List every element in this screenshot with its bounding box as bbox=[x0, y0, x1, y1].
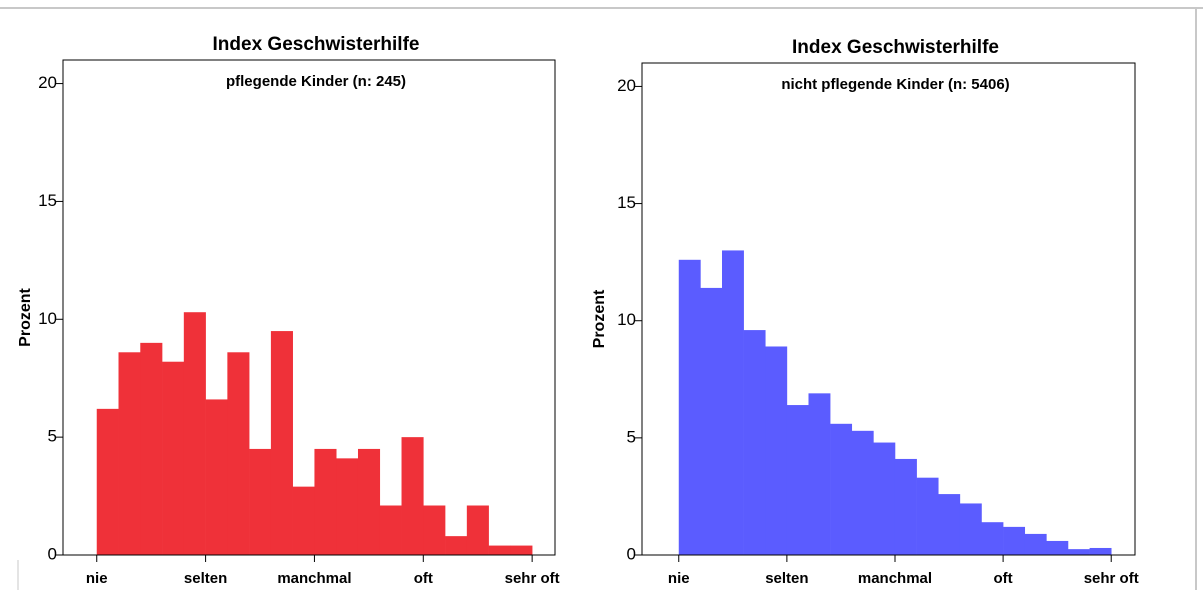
y-tick-label: 0 bbox=[48, 544, 57, 563]
bar bbox=[183, 312, 206, 555]
bar bbox=[765, 346, 788, 555]
x-tick-label: oft bbox=[414, 570, 433, 587]
bar bbox=[292, 486, 315, 555]
chart-title: Index Geschwisterhilfe bbox=[213, 34, 420, 55]
bar bbox=[808, 393, 831, 555]
bar bbox=[510, 545, 533, 555]
plot-frame bbox=[62, 59, 556, 556]
bar bbox=[162, 361, 185, 555]
chart-title: Index Geschwisterhilfe bbox=[792, 37, 999, 58]
bar bbox=[1067, 549, 1090, 555]
x-tick-label: selten bbox=[765, 570, 808, 587]
y-tick-label: 15 bbox=[617, 193, 636, 212]
bar bbox=[916, 477, 939, 555]
bar bbox=[1046, 540, 1069, 555]
plot-frame bbox=[641, 62, 1136, 556]
bar bbox=[357, 448, 381, 555]
bar bbox=[786, 405, 809, 555]
bar bbox=[959, 503, 982, 555]
bar bbox=[678, 259, 701, 555]
bar bbox=[700, 287, 723, 555]
bar bbox=[1003, 526, 1026, 555]
y-tick-label: 0 bbox=[627, 544, 636, 563]
bar bbox=[981, 522, 1004, 555]
bar bbox=[1089, 547, 1112, 555]
y-tick-label: 10 bbox=[617, 310, 636, 329]
bar bbox=[894, 458, 917, 555]
bar bbox=[249, 448, 272, 555]
bar bbox=[423, 505, 446, 555]
x-tick-label: sehr oft bbox=[1084, 570, 1139, 587]
x-tick-label: manchmal bbox=[277, 570, 351, 587]
x-tick-label: oft bbox=[994, 570, 1013, 587]
y-axis-label: Prozent bbox=[17, 287, 34, 346]
bar bbox=[227, 352, 250, 555]
bar bbox=[379, 505, 402, 555]
chart-subtitle: pflegende Kinder (n: 245) bbox=[226, 73, 406, 90]
bar bbox=[851, 430, 874, 555]
y-tick-label: 10 bbox=[38, 309, 57, 328]
bar bbox=[205, 399, 228, 555]
y-tick-label: 15 bbox=[38, 191, 57, 210]
bar bbox=[466, 505, 489, 555]
y-tick-label: 5 bbox=[48, 427, 57, 446]
bar bbox=[314, 448, 337, 555]
bar bbox=[118, 352, 141, 555]
y-tick-label: 20 bbox=[617, 76, 636, 95]
bar bbox=[1024, 533, 1047, 555]
y-tick-label: 20 bbox=[38, 73, 57, 92]
bar bbox=[722, 250, 744, 555]
bar bbox=[96, 408, 119, 555]
bar bbox=[270, 331, 293, 555]
bar bbox=[488, 545, 511, 555]
x-tick-label: sehr oft bbox=[505, 570, 560, 587]
bar bbox=[336, 458, 359, 555]
y-tick-label: 5 bbox=[627, 427, 636, 446]
x-tick-label: manchmal bbox=[858, 570, 932, 587]
bar bbox=[873, 442, 896, 555]
x-tick-label: nie bbox=[668, 570, 690, 587]
y-axis-label: Prozent bbox=[591, 289, 608, 348]
bar bbox=[401, 437, 424, 555]
bar bbox=[830, 423, 853, 555]
x-tick-label: nie bbox=[86, 570, 108, 587]
bar bbox=[743, 330, 766, 555]
bar bbox=[445, 536, 468, 555]
x-tick-label: selten bbox=[184, 570, 227, 587]
bar bbox=[938, 494, 961, 555]
bar bbox=[140, 342, 163, 555]
chart-subtitle: nicht pflegende Kinder (n: 5406) bbox=[781, 76, 1009, 93]
